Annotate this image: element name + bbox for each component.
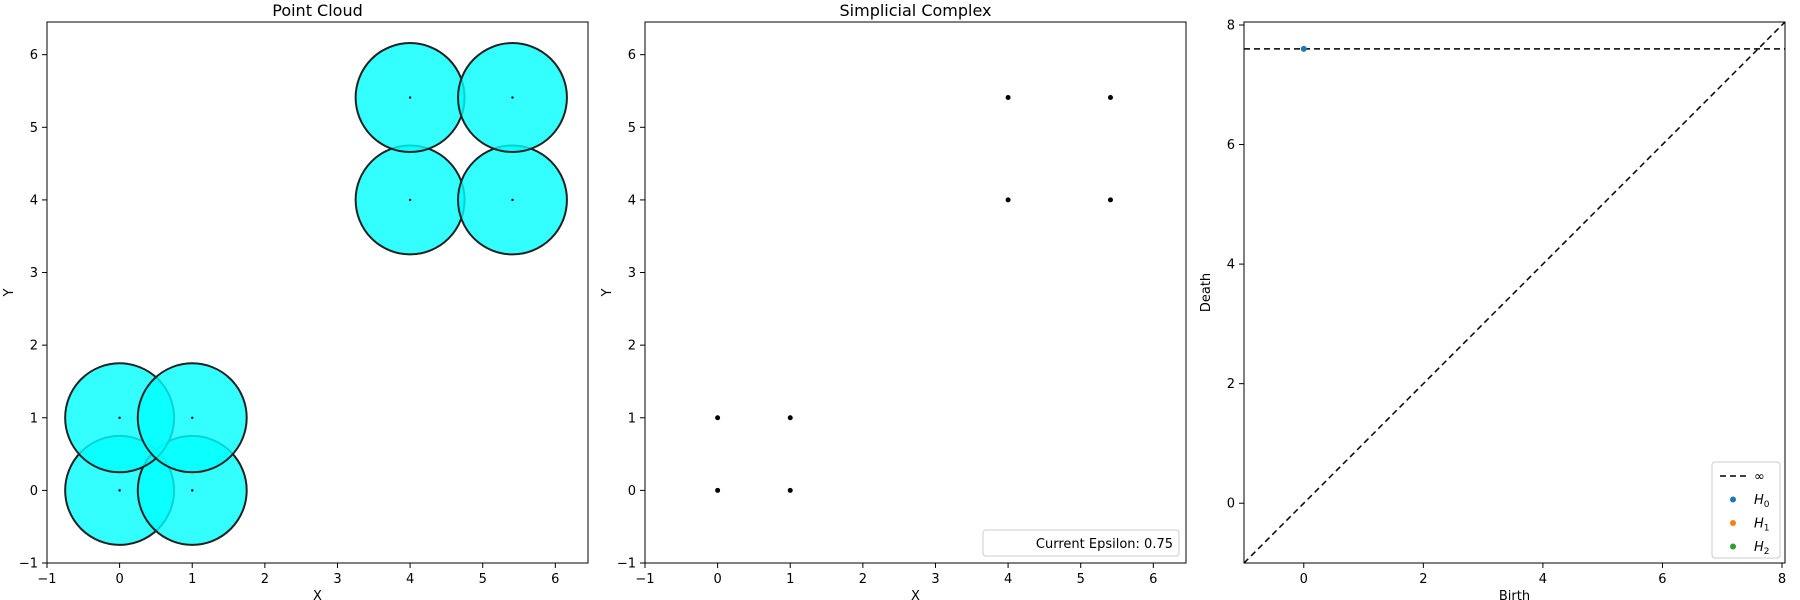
chart-panel-1: −1 0 1 2 3 4 5 6 −1 0 1 2 3 4 5 6 Point Cloud X Y <box>2 1 589 600</box>
legend-swatch-h0 <box>1730 496 1736 503</box>
y-tick-label: 2 <box>1227 377 1235 392</box>
epsilon-annotation: Current Epsilon: 0.75 <box>982 529 1180 557</box>
y-tick-label: 1 <box>30 411 38 426</box>
y-tick-label: 6 <box>30 48 38 63</box>
y-tick-label: 1 <box>628 411 636 426</box>
diagonal-line <box>1244 22 1785 563</box>
y-tick-label: 2 <box>628 339 636 354</box>
data-point <box>511 96 514 99</box>
data-point <box>1005 197 1011 203</box>
data-point <box>118 489 121 492</box>
data-point <box>118 416 121 419</box>
y-tick-label: 8 <box>1227 18 1235 33</box>
data-point <box>715 487 721 493</box>
chart-title: Point Cloud <box>272 1 363 20</box>
chart-title: Simplicial Complex <box>840 1 992 20</box>
y-axis-label: Y <box>2 288 17 297</box>
y-axis-label: Death <box>1199 273 1214 312</box>
x-tick-label: 5 <box>1077 572 1085 587</box>
x-tick-label: 2 <box>1419 572 1427 587</box>
x-tick-label: 3 <box>333 572 341 587</box>
x-tick-label: 0 <box>1300 572 1308 587</box>
x-tick-label: 1 <box>786 572 794 587</box>
legend-swatch-h1 <box>1730 520 1736 526</box>
data-point <box>511 198 514 202</box>
data-point <box>715 415 721 421</box>
y-tick-label: −1 <box>19 557 38 572</box>
data-point <box>191 489 194 492</box>
y-tick-label: 5 <box>30 121 38 136</box>
x-tick-label: 6 <box>1149 572 1157 587</box>
y-axis-label: Y <box>600 288 615 297</box>
y-tick-label: 4 <box>30 193 38 208</box>
axes-frame <box>644 21 1187 564</box>
y-tick-label: 6 <box>628 48 636 63</box>
y-tick-label: 3 <box>628 266 636 281</box>
data-point <box>787 487 793 493</box>
data-point <box>1005 95 1011 101</box>
x-tick-label: 0 <box>115 572 123 587</box>
x-tick-label: 8 <box>1778 572 1786 587</box>
plot-area <box>715 95 1113 493</box>
x-tick-label: 4 <box>406 572 414 587</box>
y-tick-label: 4 <box>1227 258 1235 273</box>
y-tick-label: 0 <box>628 484 636 499</box>
data-point <box>787 415 793 421</box>
y-tick-label: 4 <box>628 193 636 208</box>
axes-frame <box>46 21 589 564</box>
data-point <box>1107 197 1113 203</box>
x-tick-label: 2 <box>859 572 867 587</box>
x-tick-label: −1 <box>37 572 56 587</box>
x-tick-label: 0 <box>713 572 721 587</box>
axes-frame <box>1243 21 1786 564</box>
x-tick-label: 5 <box>479 572 487 587</box>
y-tick-label: 0 <box>1227 497 1235 512</box>
y-tick-label: −1 <box>617 557 636 572</box>
x-axis-label: X <box>313 589 322 600</box>
legend-swatch-h2 <box>1730 543 1736 550</box>
x-tick-label: 2 <box>261 572 269 587</box>
y-tick-label: 5 <box>628 121 636 136</box>
chart-panel-2: −1 0 1 2 3 4 5 6 −1 0 1 2 3 4 5 6 Simplicial Complex X Y Cu… <box>600 1 1187 600</box>
data-point <box>408 96 412 99</box>
plot-area <box>64 42 568 546</box>
x-axis-label: Birth <box>1499 589 1530 600</box>
x-tick-label: −1 <box>635 572 654 587</box>
x-axis-label: X <box>911 589 920 600</box>
x-tick-label: 3 <box>931 572 939 587</box>
annotation-text: Current Epsilon: 0.75 <box>1036 537 1173 552</box>
x-tick-label: 4 <box>1539 572 1547 587</box>
legend-box <box>1711 461 1781 559</box>
x-tick-label: 6 <box>1658 572 1666 587</box>
y-tick-label: 3 <box>30 266 38 281</box>
y-tick-label: 0 <box>30 484 38 499</box>
annotation-box <box>982 529 1180 557</box>
x-tick-label: 1 <box>188 572 196 587</box>
x-tick-label: 4 <box>1004 572 1012 587</box>
data-point <box>191 416 194 419</box>
plot-area <box>1244 22 1785 563</box>
persistence-point-h0 <box>1300 45 1307 52</box>
data-point <box>408 198 412 202</box>
y-tick-label: 6 <box>1227 138 1235 153</box>
legend-infinity-label: ∞ <box>1754 470 1765 485</box>
x-tick-label: 6 <box>551 572 559 587</box>
y-tick-label: 2 <box>30 339 38 354</box>
data-point <box>1107 95 1113 101</box>
